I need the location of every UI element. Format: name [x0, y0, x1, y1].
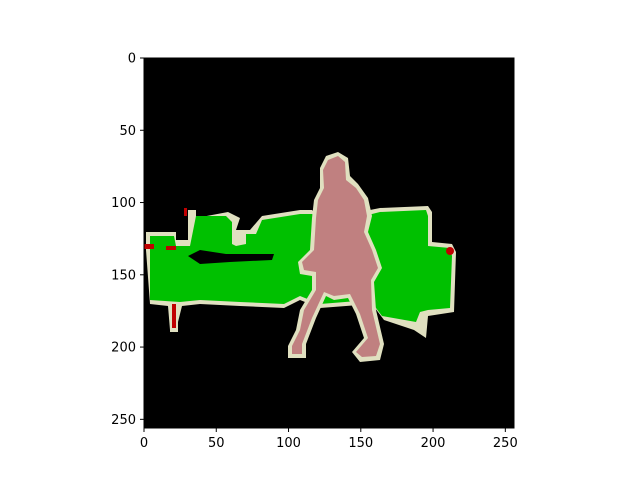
x-tick-label: 250: [493, 436, 518, 451]
y-tick-label: 50: [119, 124, 136, 139]
axes-frame: [143, 57, 515, 429]
x-tick-label: 200: [421, 436, 446, 451]
chair-fragment-right: [446, 247, 454, 255]
x-axis: 0 50 100 150 200 250: [140, 428, 518, 451]
chair-fragment-mid: [166, 246, 176, 250]
x-tick-label: 100: [276, 436, 301, 451]
chair-fragment-left: [144, 244, 154, 249]
y-tick-label: 0: [128, 52, 136, 67]
x-tick-label: 150: [348, 436, 373, 451]
y-axis: 0 50 100 150 200 250: [111, 52, 144, 428]
x-tick-label: 0: [140, 436, 148, 451]
y-tick-label: 200: [111, 341, 136, 356]
cushion-gap: [188, 250, 274, 264]
chair-leg-mark: [172, 304, 176, 328]
y-tick-label: 150: [111, 268, 136, 283]
y-tick-label: 250: [111, 413, 136, 428]
y-tick-label: 100: [111, 196, 136, 211]
person-region: [288, 152, 384, 362]
segmentation-image: [144, 58, 514, 428]
person-fill: [292, 156, 380, 357]
x-tick-label: 50: [208, 436, 225, 451]
chair-fragment-top: [184, 208, 187, 216]
